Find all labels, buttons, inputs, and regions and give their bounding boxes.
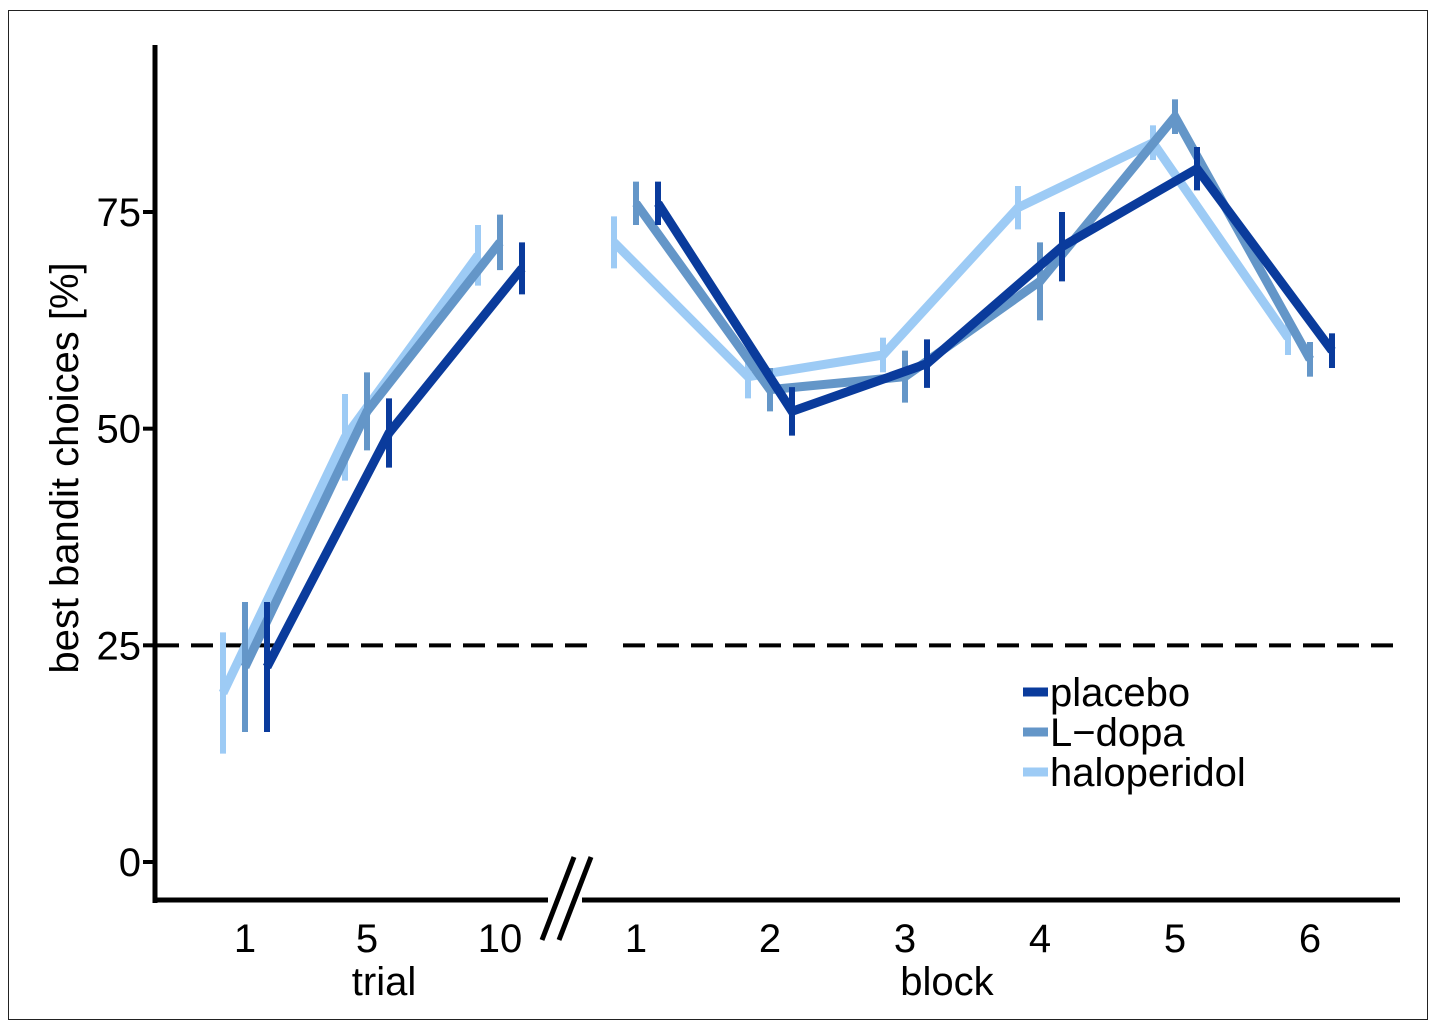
series-group xyxy=(218,99,1336,754)
legend-label: L−dopa xyxy=(1050,711,1185,755)
y-tick-label: 75 xyxy=(97,191,142,235)
x-axis-title-trial: trial xyxy=(352,960,416,1004)
series-haloperidol xyxy=(218,125,1292,754)
x-tick-label: 10 xyxy=(478,917,523,961)
y-tick-label: 0 xyxy=(119,841,141,885)
x-tick-label: 3 xyxy=(894,917,916,961)
legend-label: placebo xyxy=(1050,671,1190,715)
series-line-haloperidol-block xyxy=(610,136,1292,382)
axis-break-mark xyxy=(539,856,577,941)
axis-break-mark xyxy=(556,856,594,941)
x-tick-label: 6 xyxy=(1299,917,1321,961)
figure-frame xyxy=(8,10,1428,1020)
x-tick-label: 1 xyxy=(625,917,647,961)
x-tick-label: 4 xyxy=(1029,917,1051,961)
y-tick-label: 50 xyxy=(97,408,142,452)
x-tick-label: 5 xyxy=(1164,917,1186,961)
y-axis-title: best bandit choices [%] xyxy=(43,262,87,673)
series-line-placebo-trial xyxy=(263,265,526,670)
series-line-l-dopa-trial xyxy=(240,239,504,669)
legend-label: haloperidol xyxy=(1050,751,1246,795)
y-tick-label: 25 xyxy=(97,624,142,668)
x-tick-label: 5 xyxy=(356,917,378,961)
x-tick-label: 2 xyxy=(759,917,781,961)
series-placebo xyxy=(263,147,1336,732)
series-line-placebo-block xyxy=(654,162,1336,417)
x-axis-title-block: block xyxy=(900,960,994,1004)
x-tick-label: 1 xyxy=(234,917,256,961)
